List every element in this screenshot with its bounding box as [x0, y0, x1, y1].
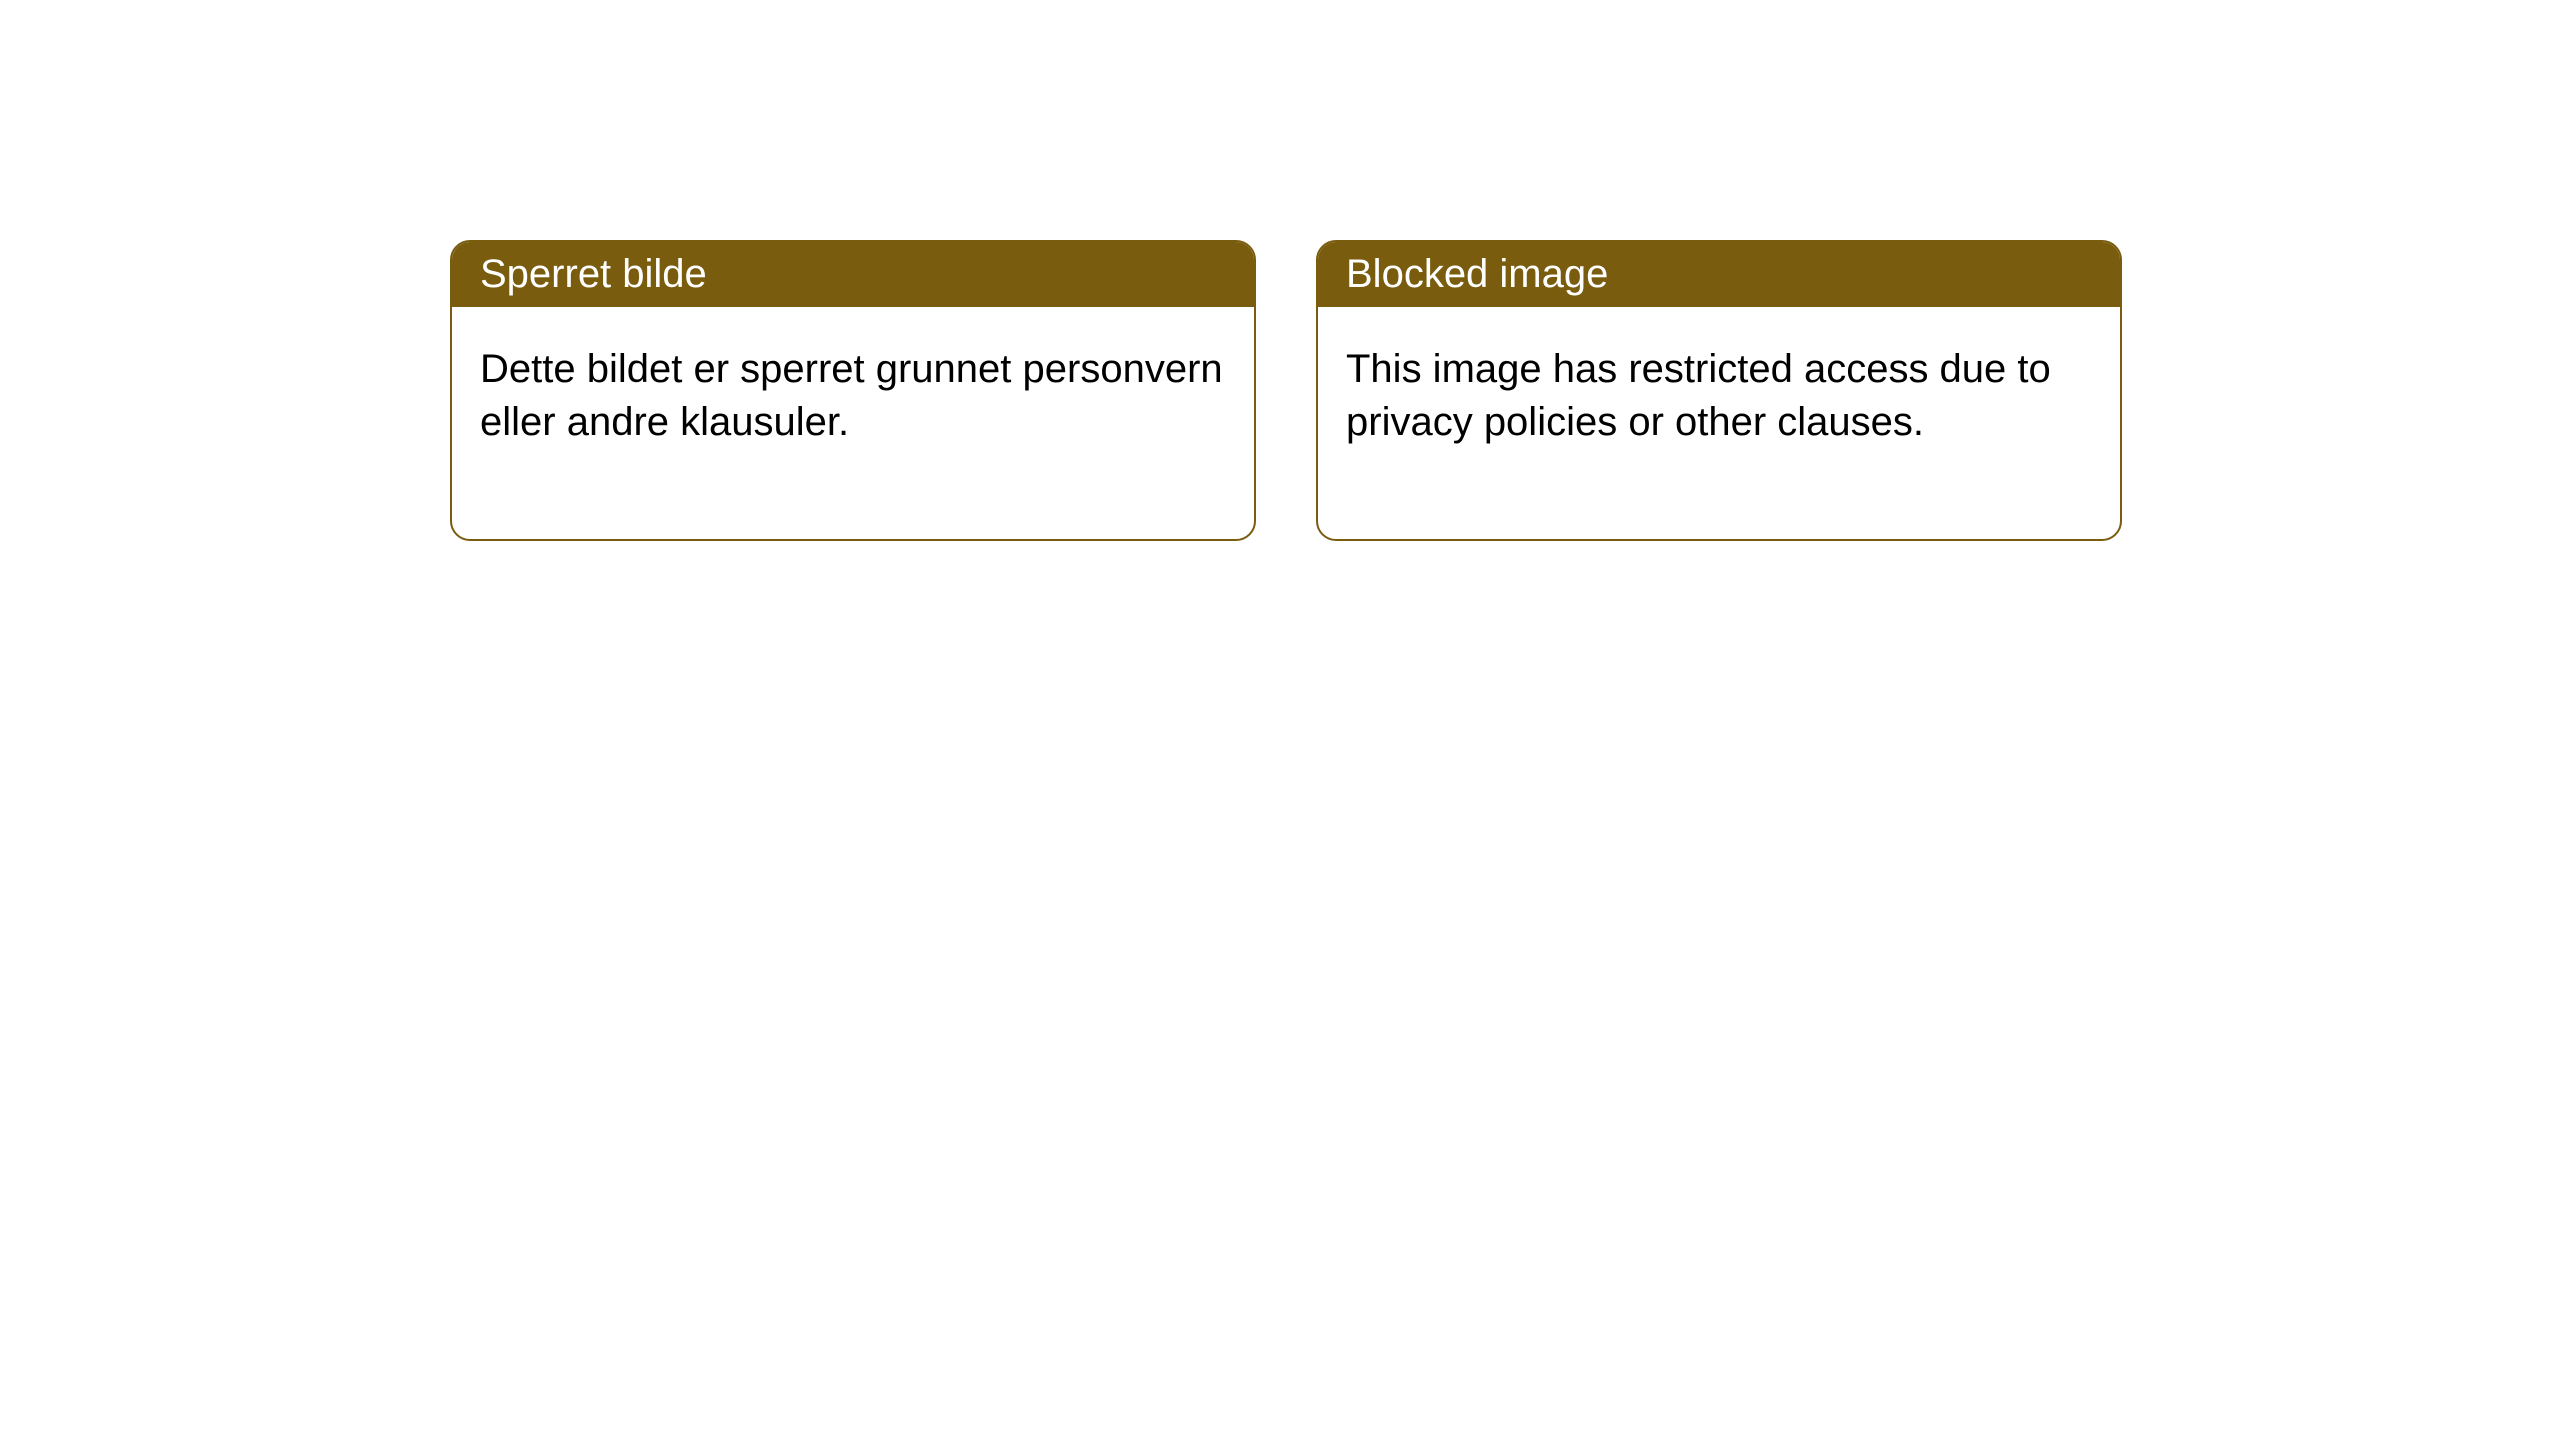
- blocked-image-card-english: Blocked image This image has restricted …: [1316, 240, 2122, 541]
- card-header: Blocked image: [1318, 242, 2120, 307]
- card-message: Dette bildet er sperret grunnet personve…: [452, 307, 1254, 539]
- notice-container: Sperret bilde Dette bildet er sperret gr…: [0, 0, 2560, 541]
- card-message: This image has restricted access due to …: [1318, 307, 2120, 539]
- blocked-image-card-norwegian: Sperret bilde Dette bildet er sperret gr…: [450, 240, 1256, 541]
- card-header: Sperret bilde: [452, 242, 1254, 307]
